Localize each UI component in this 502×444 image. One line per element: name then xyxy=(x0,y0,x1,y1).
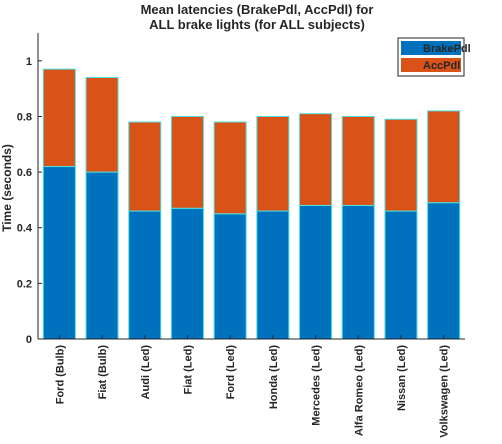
bar-brakepdl-7 xyxy=(341,204,375,340)
bar-accpdl-6 xyxy=(299,113,333,206)
x-tick-label: Volkswagen (Led) xyxy=(439,345,451,438)
chart-title: Mean latencies (BrakePdl, AccPdl) for AL… xyxy=(141,2,374,32)
y-tick-label: 0 xyxy=(26,334,32,346)
bar-brakepdl-9 xyxy=(427,202,461,340)
y-axis-label: Time (seconds) xyxy=(0,144,14,232)
legend-swatch-accpdl xyxy=(401,58,461,72)
bar-brakepdl-2 xyxy=(128,210,162,340)
bar-accpdl-0 xyxy=(42,68,76,168)
bar-brakepdl-5 xyxy=(256,210,290,340)
x-tick-label: Nissan (Led) xyxy=(396,345,408,411)
bar-accpdl-3 xyxy=(170,115,204,209)
x-tick-label: Alfa Romeo (Led) xyxy=(353,345,365,436)
x-tick-label: Audi (Led) xyxy=(140,345,152,400)
y-tick-label: 0.6 xyxy=(17,167,32,179)
chart-title-line-2: ALL brake lights (for ALL subjects) xyxy=(149,17,365,32)
x-tick-label: Ford (Bulb) xyxy=(54,345,66,405)
bar-accpdl-4 xyxy=(213,121,247,215)
bars xyxy=(42,68,461,340)
bar-accpdl-8 xyxy=(384,118,418,212)
x-tick-label: Mercedes (Led) xyxy=(311,345,323,426)
bar-accpdl-5 xyxy=(256,115,290,212)
chart-title-line-1: Mean latencies (BrakePdl, AccPdl) for xyxy=(141,2,374,17)
legend-label-accpdl: AccPdl xyxy=(423,60,460,72)
bar-brakepdl-4 xyxy=(213,213,247,340)
x-tick-label: Fiat (Led) xyxy=(182,345,194,395)
y-tick-label: 0.2 xyxy=(17,278,32,290)
bar-accpdl-1 xyxy=(85,77,119,173)
bar-accpdl-2 xyxy=(128,121,162,212)
bar-brakepdl-8 xyxy=(384,210,418,340)
y-tick-label: 0.8 xyxy=(17,111,32,123)
legend-swatch-brakepdl xyxy=(401,41,461,55)
x-ticks: Ford (Bulb) Fiat (Bulb) Audi (Led) Fiat (Le… xyxy=(54,335,451,438)
y-tick-label: 0.4 xyxy=(17,223,33,235)
x-tick-label: Fiat (Bulb) xyxy=(97,345,109,400)
legend: BrakePdl AccPdl xyxy=(397,37,471,77)
y-tick-label: 1 xyxy=(26,56,32,68)
bar-brakepdl-3 xyxy=(170,207,204,340)
bar-accpdl-7 xyxy=(341,115,375,206)
bar-brakepdl-1 xyxy=(85,171,119,340)
axes xyxy=(37,33,465,340)
bar-brakepdl-6 xyxy=(299,204,333,340)
legend-label-brakepdl: BrakePdl xyxy=(423,43,471,55)
bar-brakepdl-0 xyxy=(42,166,76,340)
y-ticks: 0 0.2 0.4 0.6 0.8 1 xyxy=(17,56,42,346)
bar-accpdl-9 xyxy=(427,110,461,204)
x-tick-label: Honda (Led) xyxy=(268,345,280,409)
x-tick-label: Ford (Led) xyxy=(225,345,237,400)
